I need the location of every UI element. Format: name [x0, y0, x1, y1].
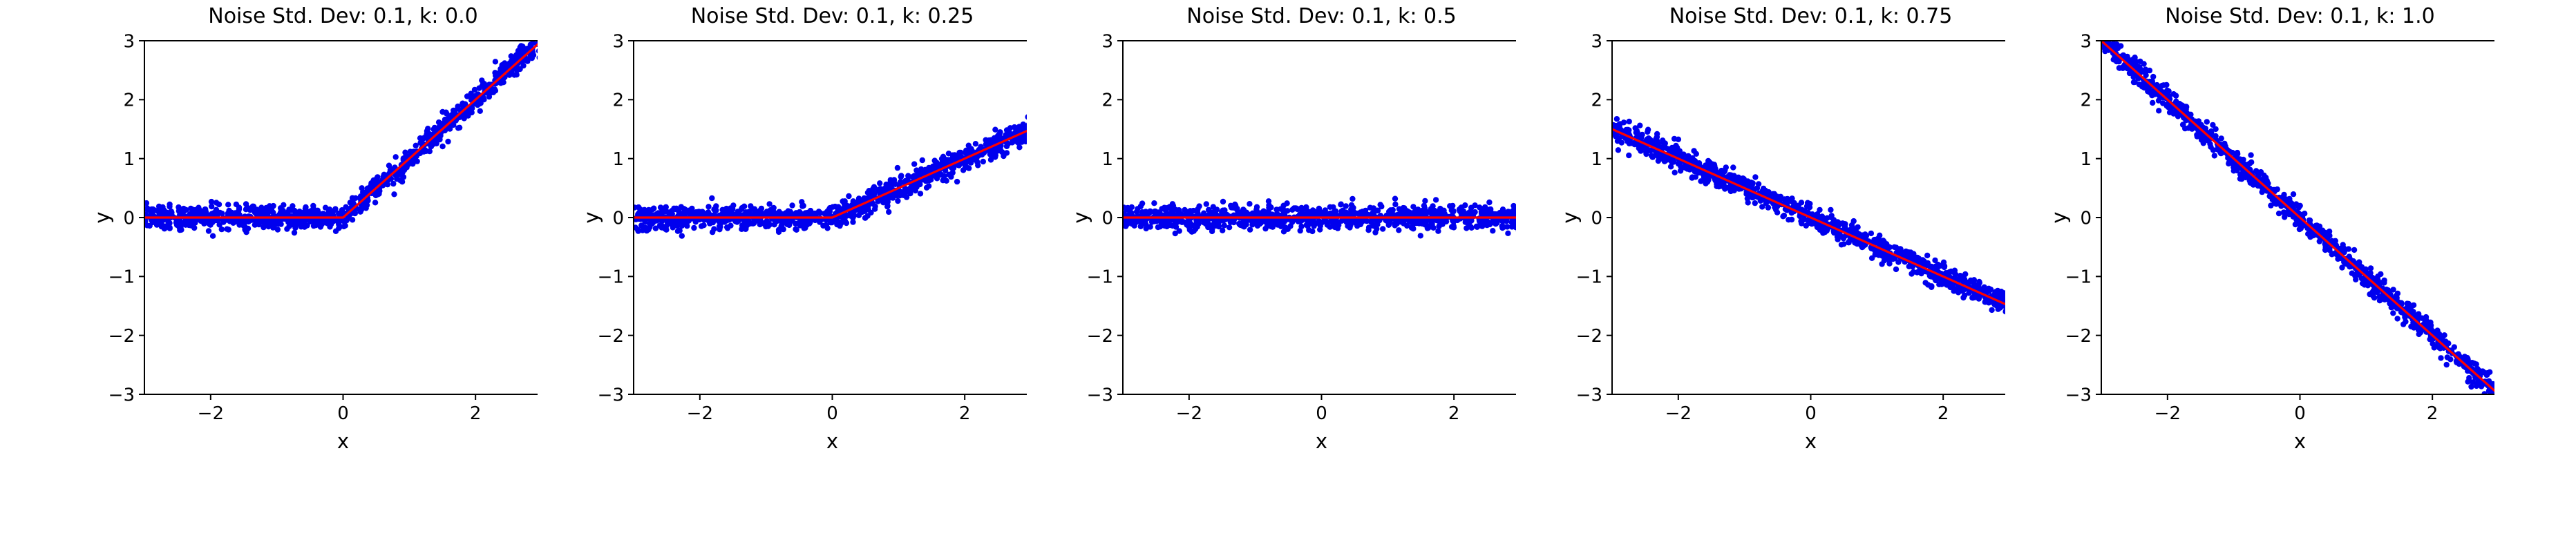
scatter-points	[634, 114, 1027, 239]
svg-text:2: 2	[1591, 90, 1602, 111]
svg-text:−2: −2	[1176, 403, 1202, 424]
svg-text:−3: −3	[108, 385, 135, 405]
x-axis-label: x	[337, 430, 350, 453]
svg-text:−3: −3	[1087, 385, 1113, 405]
plot-area: −2 0 2 −3 −2 −1 0 1 2 3	[108, 31, 538, 424]
svg-text:−1: −1	[1087, 267, 1113, 288]
svg-text:−2: −2	[1665, 403, 1692, 424]
svg-text:−3: −3	[1576, 385, 1602, 405]
svg-text:−2: −2	[687, 403, 713, 424]
axis-ticks	[1607, 40, 1944, 400]
svg-text:2: 2	[1938, 403, 1949, 424]
x-axis-label: x	[2293, 430, 2307, 453]
svg-text:0: 0	[1805, 403, 1817, 424]
svg-text:3: 3	[612, 31, 624, 52]
axis-ticks	[139, 40, 477, 400]
svg-text:−2: −2	[108, 326, 135, 347]
svg-text:3: 3	[1591, 31, 1602, 52]
svg-text:1: 1	[1101, 149, 1113, 170]
svg-text:0: 0	[337, 403, 349, 424]
tick-labels: −2 0 2 −3 −2 −1 0 1 2 3	[1087, 31, 1460, 424]
tick-labels: −2 0 2 −3 −2 −1 0 1 2 3	[1576, 31, 1949, 424]
scatter-points	[2101, 41, 2494, 394]
svg-text:0: 0	[123, 208, 135, 229]
subplot-title: Noise Std. Dev: 0.1, k: 0.75	[1669, 4, 1953, 28]
svg-text:1: 1	[1591, 149, 1602, 170]
svg-text:3: 3	[1101, 31, 1113, 52]
fit-line	[1612, 128, 2005, 306]
subplot-title: Noise Std. Dev: 0.1, k: 0.25	[690, 4, 974, 28]
tick-labels: −2 0 2 −3 −2 −1 0 1 2 3	[598, 31, 971, 424]
axis-ticks	[628, 40, 966, 400]
scatter-points	[1612, 116, 2005, 315]
plot-area: −2 0 2 −3 −2 −1 0 1 2 3	[1576, 31, 2005, 424]
svg-text:−3: −3	[598, 385, 624, 405]
subplot-title: Noise Std. Dev: 0.1, k: 1.0	[2165, 4, 2435, 28]
subplot-k-1.0: −2 0 2 −3 −2 −1 0 1 2 3 Noise Std. Dev: 0.1, k: 1…	[2005, 0, 2494, 477]
subplot-title: Noise Std. Dev: 0.1, k: 0.0	[208, 4, 478, 28]
tick-labels: −2 0 2 −3 −2 −1 0 1 2 3	[108, 31, 482, 424]
svg-text:2: 2	[612, 90, 624, 111]
svg-text:0: 0	[1591, 208, 1602, 229]
plot-area: −2 0 2 −3 −2 −1 0 1 2 3	[598, 31, 1027, 424]
svg-text:1: 1	[123, 149, 135, 170]
subplot-k-0.5: −2 0 2 −3 −2 −1 0 1 2 3 Noise Std. Dev: 0.1, k: 0…	[1027, 0, 1516, 477]
svg-text:3: 3	[123, 31, 135, 52]
fit-line	[2101, 41, 2494, 392]
plot-area: −2 0 2 −3 −2 −1 0 1 2 3	[1087, 31, 1516, 424]
x-axis-label: x	[826, 430, 839, 453]
svg-text:−1: −1	[108, 267, 135, 288]
svg-text:2: 2	[470, 403, 482, 424]
svg-text:2: 2	[123, 90, 135, 111]
svg-text:−2: −2	[598, 326, 624, 347]
svg-text:0: 0	[612, 208, 624, 229]
subplot-k-0.75: −2 0 2 −3 −2 −1 0 1 2 3 Noise Std. Dev: 0.1, k: 0…	[1516, 0, 2005, 477]
svg-text:0: 0	[1101, 208, 1113, 229]
svg-text:2: 2	[1101, 90, 1113, 111]
svg-text:−2: −2	[1087, 326, 1113, 347]
svg-text:−1: −1	[1576, 267, 1602, 288]
axis-ticks	[2096, 40, 2434, 400]
svg-text:−1: −1	[598, 267, 624, 288]
subplot-title: Noise Std. Dev: 0.1, k: 0.5	[1186, 4, 1457, 28]
axis-ticks	[1117, 40, 1455, 400]
svg-text:−2: −2	[1576, 326, 1602, 347]
subplot-row: −2 0 2 −3 −2 −1 0 1 2 3 Noise Std. Dev: 0.1, k: 0…	[48, 0, 2494, 477]
svg-text:2: 2	[1448, 403, 1460, 424]
fit-line	[634, 129, 1027, 219]
x-axis-label: x	[1315, 430, 1328, 453]
svg-text:2: 2	[959, 403, 971, 424]
svg-text:−2: −2	[198, 403, 224, 424]
svg-text:0: 0	[826, 403, 838, 424]
scatter-points	[144, 41, 538, 239]
fit-line	[144, 43, 538, 219]
svg-text:1: 1	[612, 149, 624, 170]
subplot-k-0.25: −2 0 2 −3 −2 −1 0 1 2 3 Noise Std. Dev: 0.1, k: 0…	[538, 0, 1027, 477]
svg-text:0: 0	[1316, 403, 1327, 424]
x-axis-label: x	[1804, 430, 1817, 453]
subplot-k-0.0: −2 0 2 −3 −2 −1 0 1 2 3 Noise Std. Dev: 0.1, k: 0…	[48, 0, 538, 477]
